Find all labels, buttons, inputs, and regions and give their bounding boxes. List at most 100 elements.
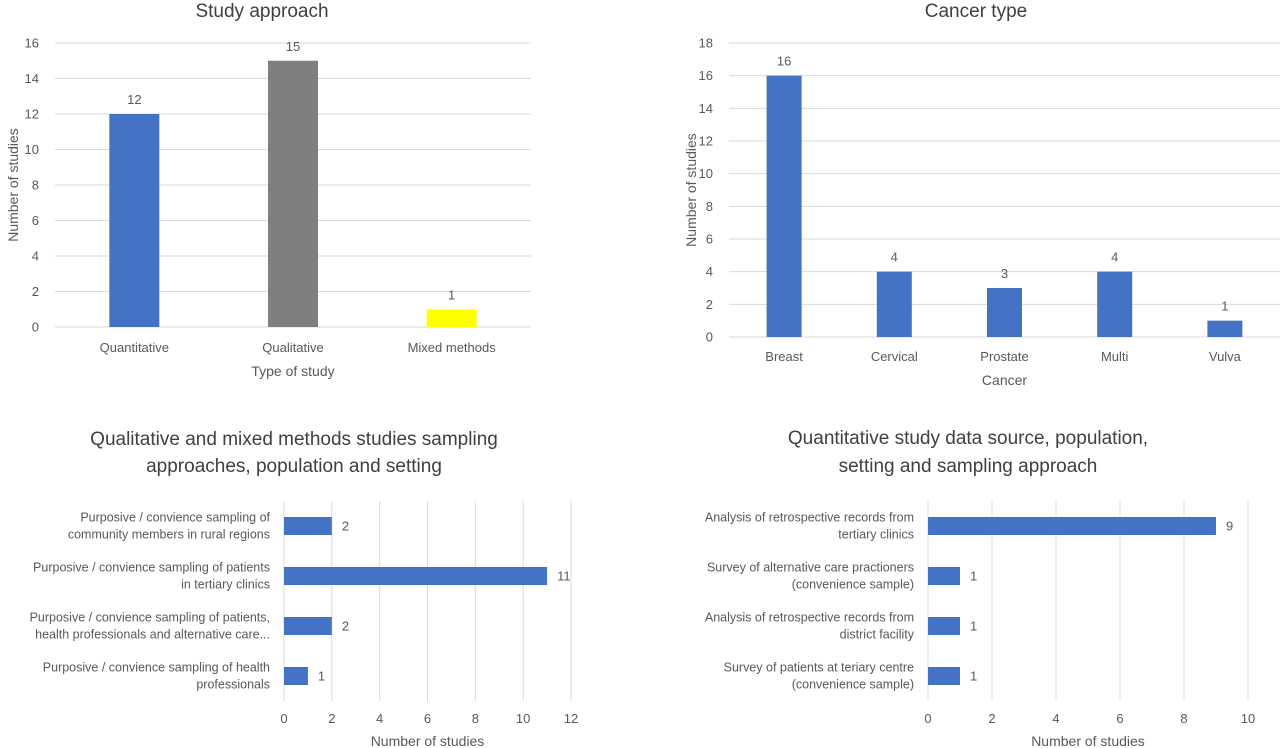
y-tick-label: 0: [706, 330, 713, 345]
x-tick-label: 0: [924, 711, 931, 726]
y-category-label: health professionals and alternative car…: [35, 628, 270, 642]
y-tick-label: 6: [706, 232, 713, 247]
x-tick-label: 4: [376, 711, 383, 726]
data-label: 11: [557, 569, 571, 584]
y-category-label: Purposive / convience sampling of: [80, 511, 270, 525]
x-tick-label: 8: [1180, 711, 1187, 726]
y-category-label: community members in rural regions: [68, 528, 270, 542]
y-category-label: Purposive / convience sampling of patien…: [30, 611, 270, 625]
y-category-label: (convenience sample): [792, 578, 914, 592]
y-tick-label: 16: [699, 68, 713, 83]
bar: [876, 271, 912, 337]
x-tick-label: 10: [516, 711, 530, 726]
x-tick-label: 2: [328, 711, 335, 726]
data-label: 15: [286, 39, 300, 54]
y-tick-label: 10: [25, 142, 39, 157]
cancer-type-chart: Cancer type02468101214161816Breast4Cervi…: [683, 1, 1280, 388]
data-label: 1: [1221, 299, 1228, 314]
bar: [268, 60, 318, 327]
y-tick-label: 16: [25, 36, 39, 51]
chart-title: Cancer type: [925, 1, 1027, 22]
x-tick-label: 4: [1052, 711, 1059, 726]
x-axis-title: Type of study: [251, 363, 334, 379]
y-axis-title: Number of studies: [5, 128, 21, 242]
bar: [928, 567, 960, 585]
y-tick-label: 6: [32, 213, 39, 228]
y-tick-label: 18: [699, 36, 713, 51]
data-label: 1: [318, 669, 325, 684]
bar: [928, 667, 960, 685]
bar: [1097, 271, 1133, 337]
bar: [987, 288, 1022, 337]
y-category-label: in tertiary clinics: [181, 578, 270, 592]
y-tick-label: 12: [25, 107, 39, 122]
bar: [426, 309, 477, 327]
y-category-label: district facility: [840, 628, 915, 642]
y-tick-label: 12: [699, 134, 713, 149]
y-category-label: Analysis of retrospective records from: [705, 611, 914, 625]
y-tick-label: 10: [699, 166, 713, 181]
x-category-label: Mixed methods: [408, 340, 497, 355]
y-category-label: Analysis of retrospective records from: [705, 511, 914, 525]
y-tick-label: 2: [706, 297, 713, 312]
data-label: 1: [970, 569, 977, 584]
data-label: 16: [777, 54, 791, 69]
x-tick-label: 6: [424, 711, 431, 726]
x-category-label: Vulva: [1209, 349, 1242, 364]
data-label: 1: [970, 619, 977, 634]
x-tick-label: 0: [280, 711, 287, 726]
y-tick-label: 4: [706, 264, 713, 279]
study-approach-chart: Study approach 0 2 4 6 8 10 12 14 16 12 Quantitativ…: [5, 1, 531, 379]
x-tick-label: 12: [564, 711, 578, 726]
data-label: 1: [970, 669, 977, 684]
bar: [109, 114, 160, 327]
chart-title-line: Qualitative and mixed methods studies sa…: [90, 429, 498, 450]
y-category-label: (convenience sample): [792, 678, 914, 692]
bar: [284, 667, 308, 685]
data-label: 9: [1226, 519, 1233, 534]
data-label: 4: [1111, 250, 1118, 265]
y-tick-label: 14: [699, 101, 713, 116]
y-tick-label: 8: [32, 178, 39, 193]
x-category-label: Prostate: [980, 349, 1028, 364]
data-label: 3: [1001, 266, 1008, 281]
chart-title: Study approach: [195, 1, 328, 22]
y-category-label: professionals: [196, 678, 270, 692]
y-category-label: Survey of alternative care practioners: [707, 561, 914, 575]
x-tick-label: 2: [988, 711, 995, 726]
quantitative-data-source-chart: Quantitative study data source, populati…: [705, 428, 1255, 748]
y-category-label: Purposive / convience sampling of health: [43, 661, 270, 675]
x-axis-title: Cancer: [982, 372, 1027, 388]
chart-title-line: setting and sampling approach: [839, 456, 1098, 477]
bar: [284, 517, 332, 535]
x-tick-label: 10: [1241, 711, 1255, 726]
y-axis-title: Number of studies: [683, 133, 699, 247]
bar: [928, 617, 960, 635]
chart-title-line: approaches, population and setting: [146, 456, 442, 477]
bar: [766, 75, 802, 338]
x-tick-label: 6: [1116, 711, 1123, 726]
x-axis-title: Number of studies: [1031, 733, 1145, 748]
x-category-label: Multi: [1101, 349, 1129, 364]
y-tick-label: 14: [25, 71, 39, 86]
bar: [284, 567, 548, 585]
y-category-label: tertiary clinics: [838, 528, 914, 542]
data-label: 4: [891, 250, 898, 265]
qualitative-sampling-chart: Qualitative and mixed methods studies sa…: [30, 429, 579, 748]
x-category-label: Breast: [765, 349, 803, 364]
chart-title-line: Quantitative study data source, populati…: [788, 428, 1148, 449]
x-category-label: Qualitative: [262, 340, 323, 355]
y-category-label: Survey of patients at teriary centre: [724, 661, 914, 675]
y-tick-label: 8: [706, 199, 713, 214]
bar: [1207, 320, 1243, 337]
bar: [284, 617, 332, 635]
data-label: 2: [342, 519, 349, 534]
x-tick-label: 8: [472, 711, 479, 726]
x-category-label: Quantitative: [100, 340, 169, 355]
y-tick-label: 4: [32, 249, 39, 264]
data-label: 2: [342, 619, 349, 634]
x-category-label: Cervical: [871, 349, 918, 364]
x-axis-title: Number of studies: [371, 733, 485, 748]
y-category-label: Purposive / convience sampling of patien…: [33, 561, 270, 575]
